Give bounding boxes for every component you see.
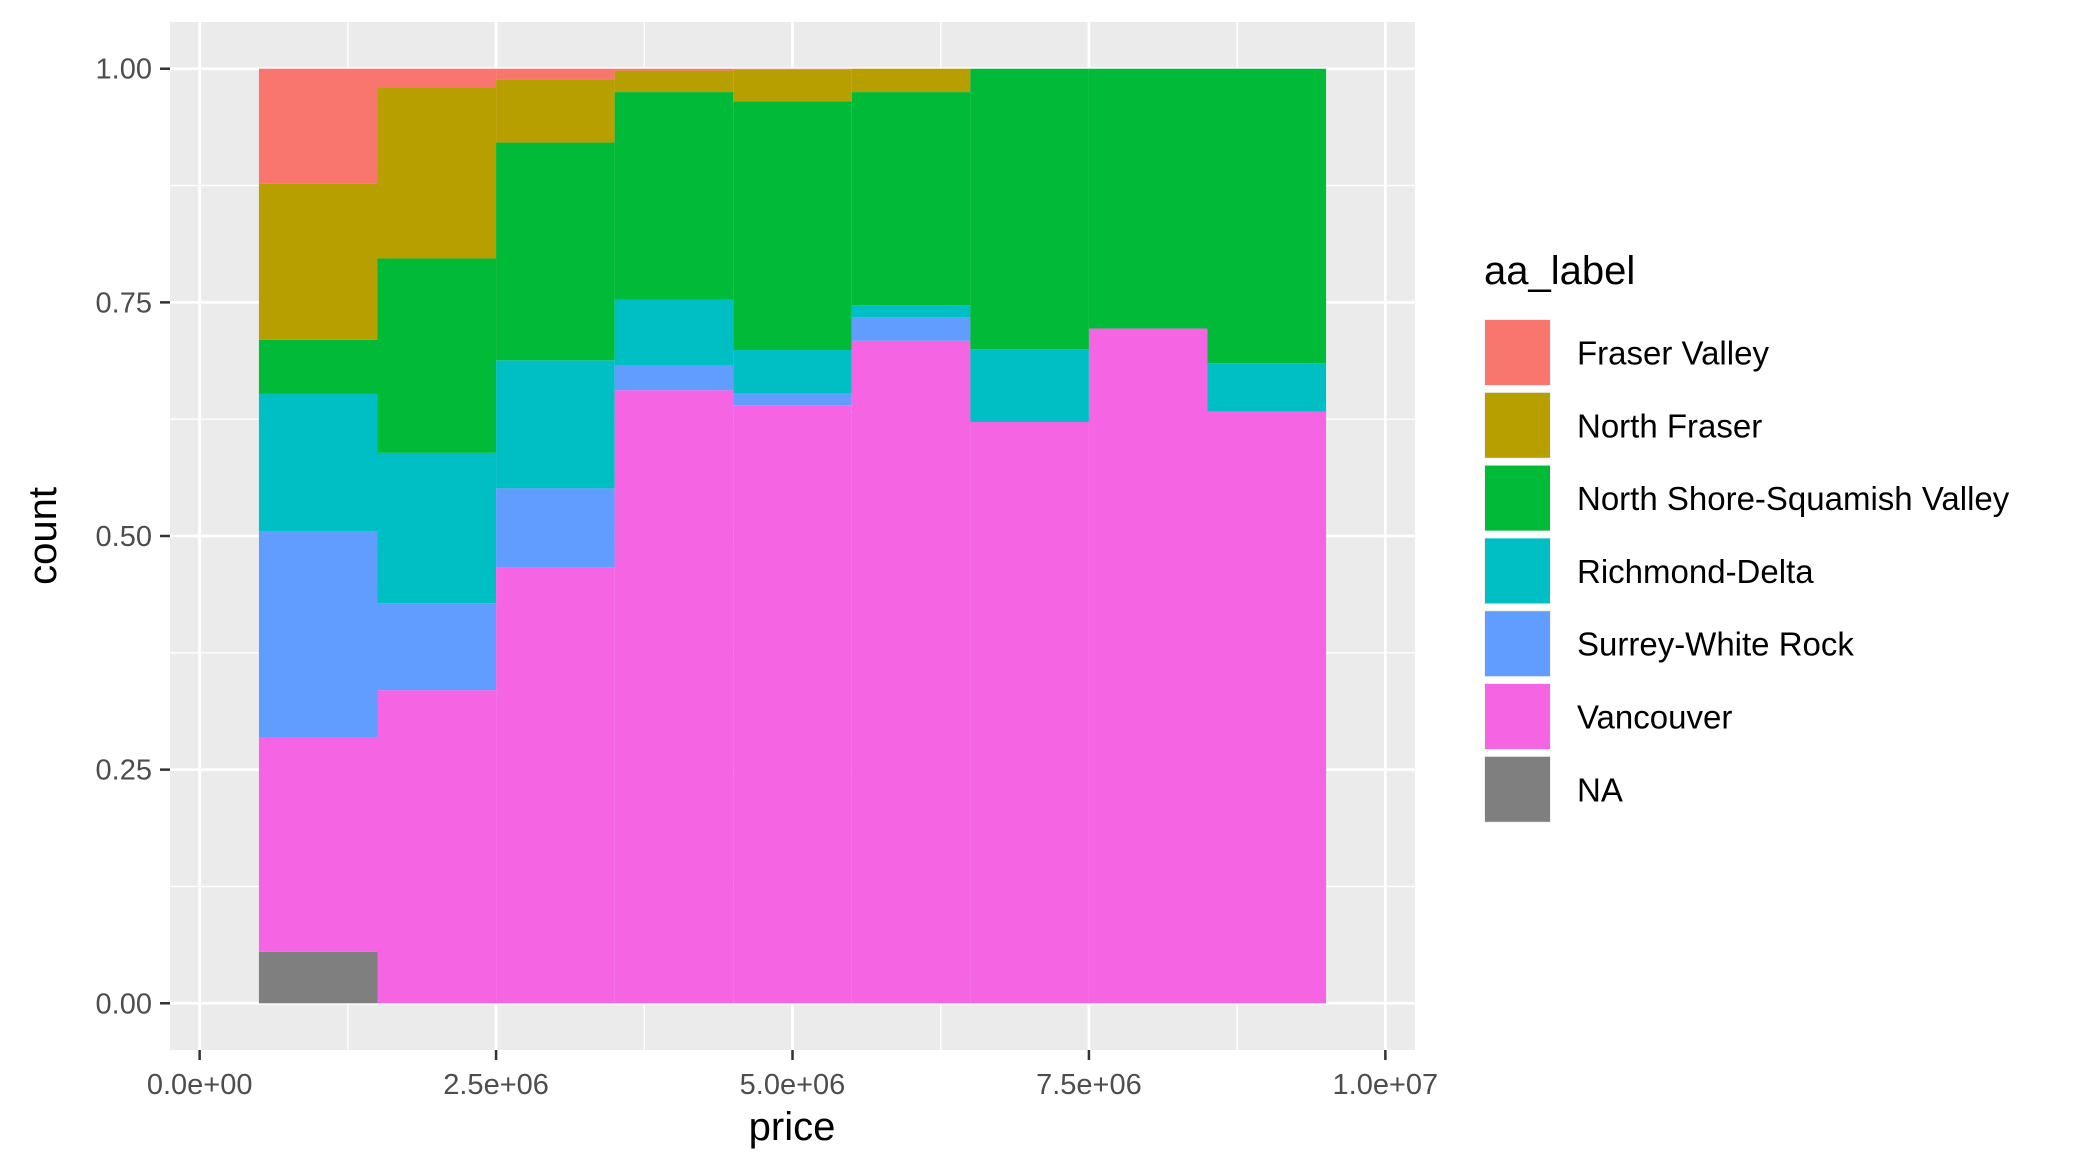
bar-surrey-white-rock-bin-4: [614, 364, 734, 391]
bar-north-shore-squamish-valley-bin-6: [851, 92, 971, 306]
x-tick-label: 2.5e+06: [443, 1069, 549, 1101]
bar-surrey-white-rock-bin-2: [377, 603, 497, 691]
bar-fraser-valley-bin-1: [258, 68, 378, 184]
x-axis: 0.0e+00 2.5e+06 5.0e+06 7.5e+06 1.0e+07: [147, 1050, 1438, 1101]
bar-north-fraser-bin-2: [377, 87, 497, 259]
bar-north-fraser-bin-5: [733, 69, 852, 102]
y-tick-label: 1.00: [96, 54, 152, 86]
bar-north-shore-squamish-valley-bin-9: [1207, 68, 1327, 364]
y-tick-label: 0.25: [96, 755, 152, 787]
bar-richmond-delta-bin-1: [258, 393, 378, 532]
bar-surrey-white-rock-bin-3: [496, 488, 615, 568]
bar-surrey-white-rock-bin-6: [851, 317, 971, 341]
bar-north-shore-squamish-valley-bin-8: [1088, 68, 1208, 329]
bar-richmond-delta-bin-3: [496, 360, 615, 489]
bar-richmond-delta-bin-7: [970, 349, 1089, 422]
bar-north-shore-squamish-valley-bin-1: [258, 339, 378, 394]
legend-label-vancouver: Vancouver: [1577, 699, 1732, 736]
bar-north-shore-squamish-valley-bin-7: [970, 68, 1089, 350]
legend-swatch-richmond-delta: [1485, 538, 1550, 604]
bar-fraser-valley-bin-5: [733, 68, 852, 70]
bar-richmond-delta-bin-5: [733, 350, 852, 394]
bar-fraser-valley-bin-4: [614, 68, 734, 71]
bar-surrey-white-rock-bin-1: [258, 531, 378, 738]
legend-label-fraser-valley: Fraser Valley: [1577, 335, 1769, 372]
x-axis-title: price: [749, 1105, 836, 1149]
legend-swatch-surrey-white-rock: [1485, 611, 1550, 677]
stacked-bars: [258, 68, 1327, 1004]
legend-label-surrey-white-rock: Surrey-White Rock: [1577, 626, 1854, 663]
legend: aa_label Fraser Valley North Fraser North …: [1484, 249, 2010, 823]
bar-surrey-white-rock-bin-5: [733, 393, 852, 406]
bar-north-shore-squamish-valley-bin-4: [614, 92, 734, 300]
bar-north-fraser-bin-3: [496, 79, 615, 143]
bar-fraser-valley-bin-3: [496, 68, 615, 80]
bar-north-shore-squamish-valley-bin-2: [377, 258, 497, 453]
y-axis-title: count: [21, 487, 65, 585]
legend-swatch-north-shore-squamish-valley: [1485, 465, 1550, 531]
legend-swatch-fraser-valley: [1485, 320, 1550, 385]
x-tick-label: 7.5e+06: [1036, 1069, 1142, 1101]
y-tick-label: 0.75: [96, 287, 152, 319]
bar-north-shore-squamish-valley-bin-5: [733, 101, 852, 351]
legend-swatch-na: [1485, 756, 1550, 822]
legend-label-north-shore-squamish-valley: North Shore-Squamish Valley: [1577, 480, 2010, 517]
bar-richmond-delta-bin-2: [377, 452, 497, 604]
y-tick-label: 0.00: [96, 988, 152, 1020]
bar-vancouver-bin-5: [733, 405, 852, 1004]
legend-title: aa_label: [1484, 249, 1635, 293]
bar-vancouver-bin-1: [258, 737, 378, 952]
bar-richmond-delta-bin-4: [614, 299, 734, 365]
y-axis: 0.00 0.25 0.50 0.75 1.00: [96, 54, 170, 1020]
legend-label-richmond-delta: Richmond-Delta: [1577, 553, 1814, 590]
bar-vancouver-bin-2: [377, 690, 497, 1004]
x-tick-label: 1.0e+07: [1333, 1069, 1439, 1101]
legend-swatch-vancouver: [1485, 684, 1550, 749]
bar-north-fraser-bin-1: [258, 183, 378, 340]
bar-richmond-delta-bin-6: [851, 305, 971, 318]
bar-fraser-valley-bin-2: [377, 68, 497, 88]
bar-na-bin-1: [258, 951, 378, 1004]
bar-richmond-delta-bin-9: [1207, 363, 1327, 412]
bar-vancouver-bin-6: [851, 340, 971, 1004]
bar-vancouver-bin-4: [614, 390, 734, 1004]
legend-swatch-north-fraser: [1485, 392, 1550, 458]
legend-label-na: NA: [1577, 771, 1623, 808]
bar-vancouver-bin-9: [1207, 411, 1327, 1004]
bar-vancouver-bin-7: [970, 421, 1089, 1004]
bar-north-fraser-bin-4: [614, 70, 734, 93]
x-tick-label: 5.0e+06: [740, 1069, 846, 1101]
bar-north-shore-squamish-valley-bin-3: [496, 142, 615, 361]
y-tick-label: 0.50: [96, 521, 152, 553]
legend-label-north-fraser: North Fraser: [1577, 407, 1762, 444]
bar-vancouver-bin-8: [1088, 328, 1208, 1004]
x-tick-label: 0.0e+00: [147, 1069, 253, 1101]
bar-vancouver-bin-3: [496, 567, 615, 1004]
bar-north-fraser-bin-6: [851, 68, 971, 93]
